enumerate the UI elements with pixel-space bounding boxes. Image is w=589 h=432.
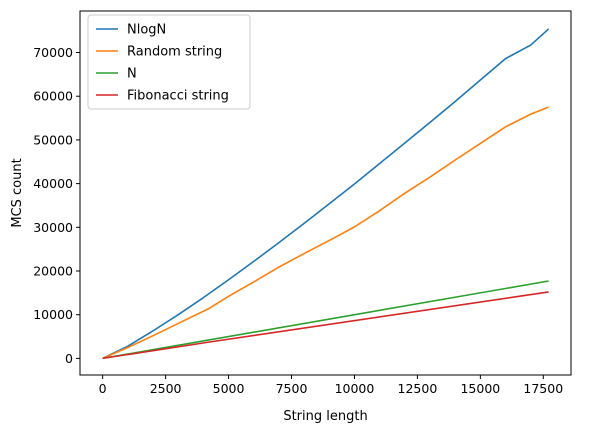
x-axis: 0 2500 5000 7500 10000 12500 15000 17500 (99, 375, 563, 396)
series-line-random-string (102, 106, 549, 360)
axes-frame (79, 10, 572, 376)
y-tick-label: 10000 (33, 307, 73, 322)
y-tick-label: 20000 (33, 264, 73, 279)
legend: NlogN Random string N Fibonacci string (87, 14, 251, 110)
x-tick-label: 5000 (213, 381, 245, 396)
series-line-fibonacci-string (102, 291, 549, 360)
x-tick-label: 12500 (398, 381, 438, 396)
x-tick-label: 2500 (150, 381, 182, 396)
x-tick-label: 0 (99, 381, 107, 396)
y-tick-label: 30000 (33, 220, 73, 235)
legend-label-nlogn: NlogN (127, 23, 166, 38)
y-tick-label: 40000 (33, 176, 73, 191)
x-axis-label: String length (283, 409, 367, 424)
legend-label-fibonacci-string: Fibonacci string (127, 89, 229, 104)
y-tick-label: 70000 (33, 45, 73, 60)
y-tick-label: 60000 (33, 89, 73, 104)
x-tick-label: 10000 (335, 381, 375, 396)
y-tick-label: 0 (65, 351, 73, 366)
series-line-nlogn (102, 28, 550, 360)
x-tick-label: 17500 (523, 381, 563, 396)
series-line-n (102, 280, 549, 360)
x-tick-label: 7500 (276, 381, 308, 396)
y-axis-label: MCS count (10, 158, 25, 227)
legend-label-random-string: Random string (127, 45, 222, 60)
legend-box (87, 14, 251, 110)
series-lines (102, 28, 550, 360)
legend-label-n: N (127, 67, 137, 82)
y-tick-label: 50000 (33, 132, 73, 147)
x-tick-label: 15000 (460, 381, 500, 396)
y-axis: 0 10000 20000 30000 40000 50000 60000 70000 (33, 45, 80, 366)
plot-area (79, 10, 572, 376)
